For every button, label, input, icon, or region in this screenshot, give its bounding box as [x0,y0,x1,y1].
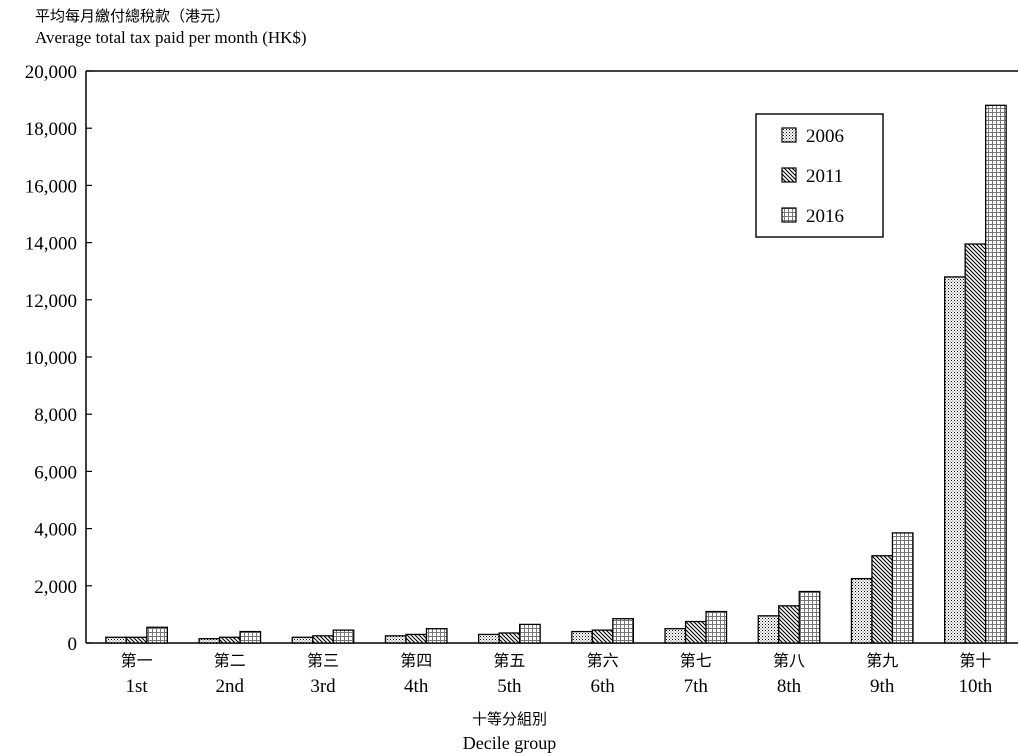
y-axis-title-english: Average total tax paid per month (HK$) [35,28,307,47]
y-axis: 0 2,000 4,000 6,000 8,000 10,000 12,000 14,000 1… [25,62,92,655]
y-tick-label: 16,000 [25,176,77,197]
x-category-label: 5th [497,676,522,697]
legend-label-2011: 2011 [806,166,843,187]
x-category-label: 7th [684,676,709,697]
bar-2016-5th [519,623,541,644]
legend-swatch-2006 [781,127,797,143]
legend-box [755,113,884,238]
y-tick-label: 8,000 [34,405,77,426]
x-category-label: 1st [126,676,149,697]
x-category-label: 4th [404,676,429,697]
x-category-label-chinese: 第九 [866,651,898,670]
bar-2011-4th [405,633,428,644]
y-axis-title-chinese: 平均每月繳付總稅款（港元） [35,7,231,25]
x-category-label-chinese: 第五 [493,651,525,670]
x-category-label: 2nd [216,676,245,697]
y-tick-label: 4,000 [34,520,77,541]
x-axis-title-english: Decile group [462,733,557,753]
bar-2011-7th [684,620,707,644]
x-category-label-chinese: 第八 [773,651,805,670]
bar-2011-3rd [312,635,334,644]
y-tick-label: 2,000 [34,577,77,598]
bar-2006-2nd [198,638,221,644]
bar-2016-7th [705,610,728,644]
legend-swatch-2016 [781,207,797,223]
bar-2006-6th [571,630,593,644]
x-category-label: 9th [870,676,895,697]
y-tick-label: 12,000 [25,291,77,312]
x-category-label-chinese: 第二 [214,651,246,670]
y-tick-label: 14,000 [25,234,77,255]
x-category-label: 6th [590,676,615,697]
x-category-label-chinese: 第十 [959,651,991,670]
bar-2006-3rd [291,636,314,644]
bar-2016-4th [425,628,448,644]
bar-2011-8th [778,605,800,644]
legend-label-2006: 2006 [806,126,844,147]
bar-2006-9th [850,578,873,644]
bar-2016-3rd [332,629,355,644]
x-category-label-chinese: 第六 [587,651,619,670]
x-axis: 第一 1st 第二 2nd 第三 3rd 第四 4th 第五 5th 第六 6th 第七 7th 第八 8th… [121,651,993,697]
x-category-label: 3rd [310,676,336,697]
bar-2006-7th [664,628,687,644]
bar-2006-4th [384,635,407,644]
y-tick-label: 10,000 [25,348,77,369]
x-category-label-chinese: 第一 [121,651,153,670]
bar-2016-10th [985,104,1007,644]
y-tick-label: 18,000 [25,119,77,140]
bar-2006-5th [477,633,500,644]
y-tick-label: 0 [68,634,78,655]
x-category-label: 8th [777,676,802,697]
x-category-label-chinese: 第四 [400,651,432,670]
bar-series [105,104,1007,644]
bar-2006-8th [757,615,780,644]
bar-2016-2nd [239,630,262,644]
x-category-label-chinese: 第三 [307,651,339,670]
bar-2011-6th [591,629,614,644]
bar-2011-9th [871,555,894,644]
legend-label-2016: 2016 [806,206,844,227]
x-category-label: 10th [959,676,993,697]
bar-2016-9th [891,532,914,644]
x-category-label-chinese: 第七 [680,651,712,670]
y-tick-label: 20,000 [25,62,77,83]
bar-2011-1st [125,636,148,644]
bar-2016-8th [798,590,821,644]
legend-swatch-2011 [781,167,797,183]
bar-2011-5th [498,632,521,644]
bar-2011-10th [964,243,987,644]
bar-2016-1st [146,626,169,644]
bar-2016-6th [612,618,634,644]
legend: 2006 2011 2016 [755,113,884,238]
bar-2006-1st [105,636,127,644]
bar-2011-2nd [218,636,241,644]
x-axis-title-chinese: 十等分組別 [471,710,547,728]
bar-2006-10th [944,276,966,644]
y-tick-label: 6,000 [34,462,77,483]
